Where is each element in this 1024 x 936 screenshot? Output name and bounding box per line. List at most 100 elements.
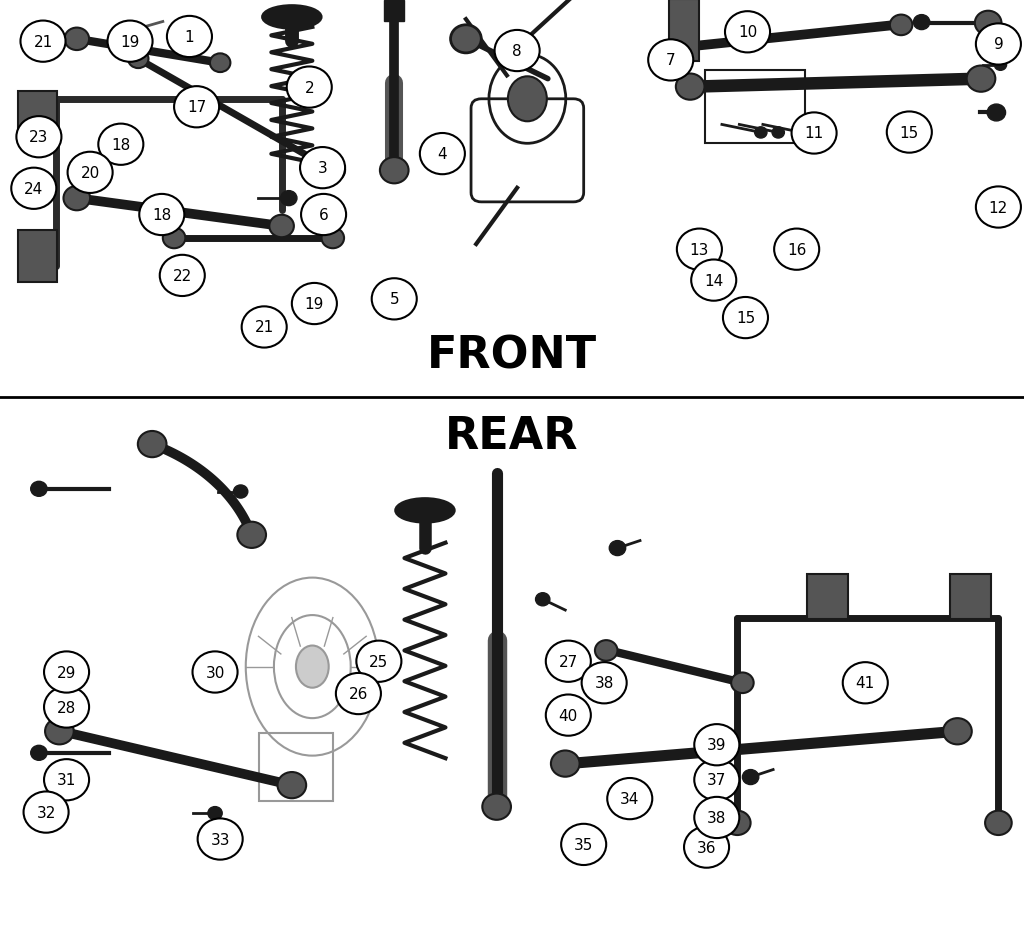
Circle shape (300, 148, 345, 189)
Text: 20: 20 (81, 166, 99, 181)
Circle shape (198, 818, 243, 859)
Circle shape (609, 541, 626, 556)
Circle shape (967, 66, 995, 93)
Circle shape (321, 160, 345, 183)
Text: 40: 40 (559, 708, 578, 723)
Circle shape (772, 127, 784, 139)
Circle shape (843, 663, 888, 704)
Text: 27: 27 (559, 654, 578, 669)
Circle shape (551, 751, 580, 777)
Circle shape (742, 769, 759, 784)
Circle shape (98, 124, 143, 166)
Circle shape (63, 187, 90, 212)
Circle shape (44, 687, 89, 728)
Circle shape (336, 673, 381, 714)
Circle shape (796, 127, 808, 139)
Text: 33: 33 (210, 831, 230, 847)
Circle shape (372, 279, 417, 320)
Text: 19: 19 (305, 297, 324, 312)
Text: 31: 31 (57, 772, 76, 787)
FancyBboxPatch shape (18, 92, 57, 143)
Circle shape (913, 16, 930, 31)
Circle shape (731, 673, 754, 694)
Text: 2: 2 (304, 80, 314, 95)
Text: 9: 9 (993, 37, 1004, 52)
Text: 6: 6 (318, 208, 329, 223)
Circle shape (233, 486, 248, 499)
Circle shape (546, 695, 591, 736)
Text: 16: 16 (787, 242, 806, 257)
Circle shape (684, 826, 729, 868)
Text: 34: 34 (621, 791, 639, 806)
Circle shape (755, 127, 767, 139)
Circle shape (774, 229, 819, 271)
Ellipse shape (508, 78, 547, 122)
Circle shape (495, 31, 540, 72)
Circle shape (128, 51, 148, 69)
Circle shape (31, 482, 47, 497)
Circle shape (139, 195, 184, 236)
Circle shape (44, 651, 89, 693)
Text: 18: 18 (153, 208, 171, 223)
Circle shape (322, 228, 344, 249)
Circle shape (691, 260, 736, 301)
Text: 15: 15 (900, 125, 919, 140)
Circle shape (582, 663, 627, 704)
FancyBboxPatch shape (384, 1, 404, 22)
Text: REAR: REAR (445, 415, 579, 458)
Circle shape (546, 641, 591, 682)
Circle shape (16, 117, 61, 158)
FancyBboxPatch shape (669, 0, 699, 62)
Circle shape (792, 113, 837, 154)
Circle shape (242, 307, 287, 348)
Circle shape (975, 12, 1001, 37)
Text: 4: 4 (437, 147, 447, 162)
Text: 15: 15 (736, 311, 755, 326)
Text: 21: 21 (255, 320, 273, 335)
Circle shape (694, 797, 739, 839)
Text: 19: 19 (121, 35, 139, 50)
FancyBboxPatch shape (18, 231, 57, 283)
Circle shape (65, 28, 89, 51)
Circle shape (68, 153, 113, 194)
Circle shape (108, 22, 153, 63)
Text: 7: 7 (666, 53, 676, 68)
Text: 28: 28 (57, 700, 76, 715)
Circle shape (694, 759, 739, 800)
FancyBboxPatch shape (950, 575, 991, 620)
Ellipse shape (395, 499, 455, 523)
Circle shape (723, 298, 768, 339)
Text: 11: 11 (805, 126, 823, 141)
Text: 37: 37 (708, 772, 726, 787)
Circle shape (281, 192, 297, 207)
Circle shape (890, 16, 912, 37)
Circle shape (210, 54, 230, 73)
Circle shape (724, 811, 751, 835)
Circle shape (994, 60, 1007, 71)
Ellipse shape (296, 646, 329, 688)
Circle shape (976, 24, 1021, 66)
Circle shape (238, 522, 266, 548)
Circle shape (163, 228, 185, 249)
Circle shape (44, 759, 89, 800)
Text: 13: 13 (690, 242, 709, 257)
Text: 22: 22 (173, 269, 191, 284)
Circle shape (887, 112, 932, 154)
Text: 29: 29 (57, 665, 76, 680)
Circle shape (694, 724, 739, 766)
Text: 17: 17 (187, 100, 206, 115)
Circle shape (356, 641, 401, 682)
Circle shape (11, 168, 56, 210)
Circle shape (561, 824, 606, 865)
Circle shape (193, 651, 238, 693)
Circle shape (287, 67, 332, 109)
Circle shape (278, 772, 306, 798)
Text: 3: 3 (317, 161, 328, 176)
FancyBboxPatch shape (807, 575, 848, 620)
Circle shape (160, 256, 205, 297)
Circle shape (380, 158, 409, 184)
Text: 30: 30 (206, 665, 224, 680)
Circle shape (269, 215, 294, 238)
Circle shape (677, 229, 722, 271)
Text: 24: 24 (25, 182, 43, 197)
